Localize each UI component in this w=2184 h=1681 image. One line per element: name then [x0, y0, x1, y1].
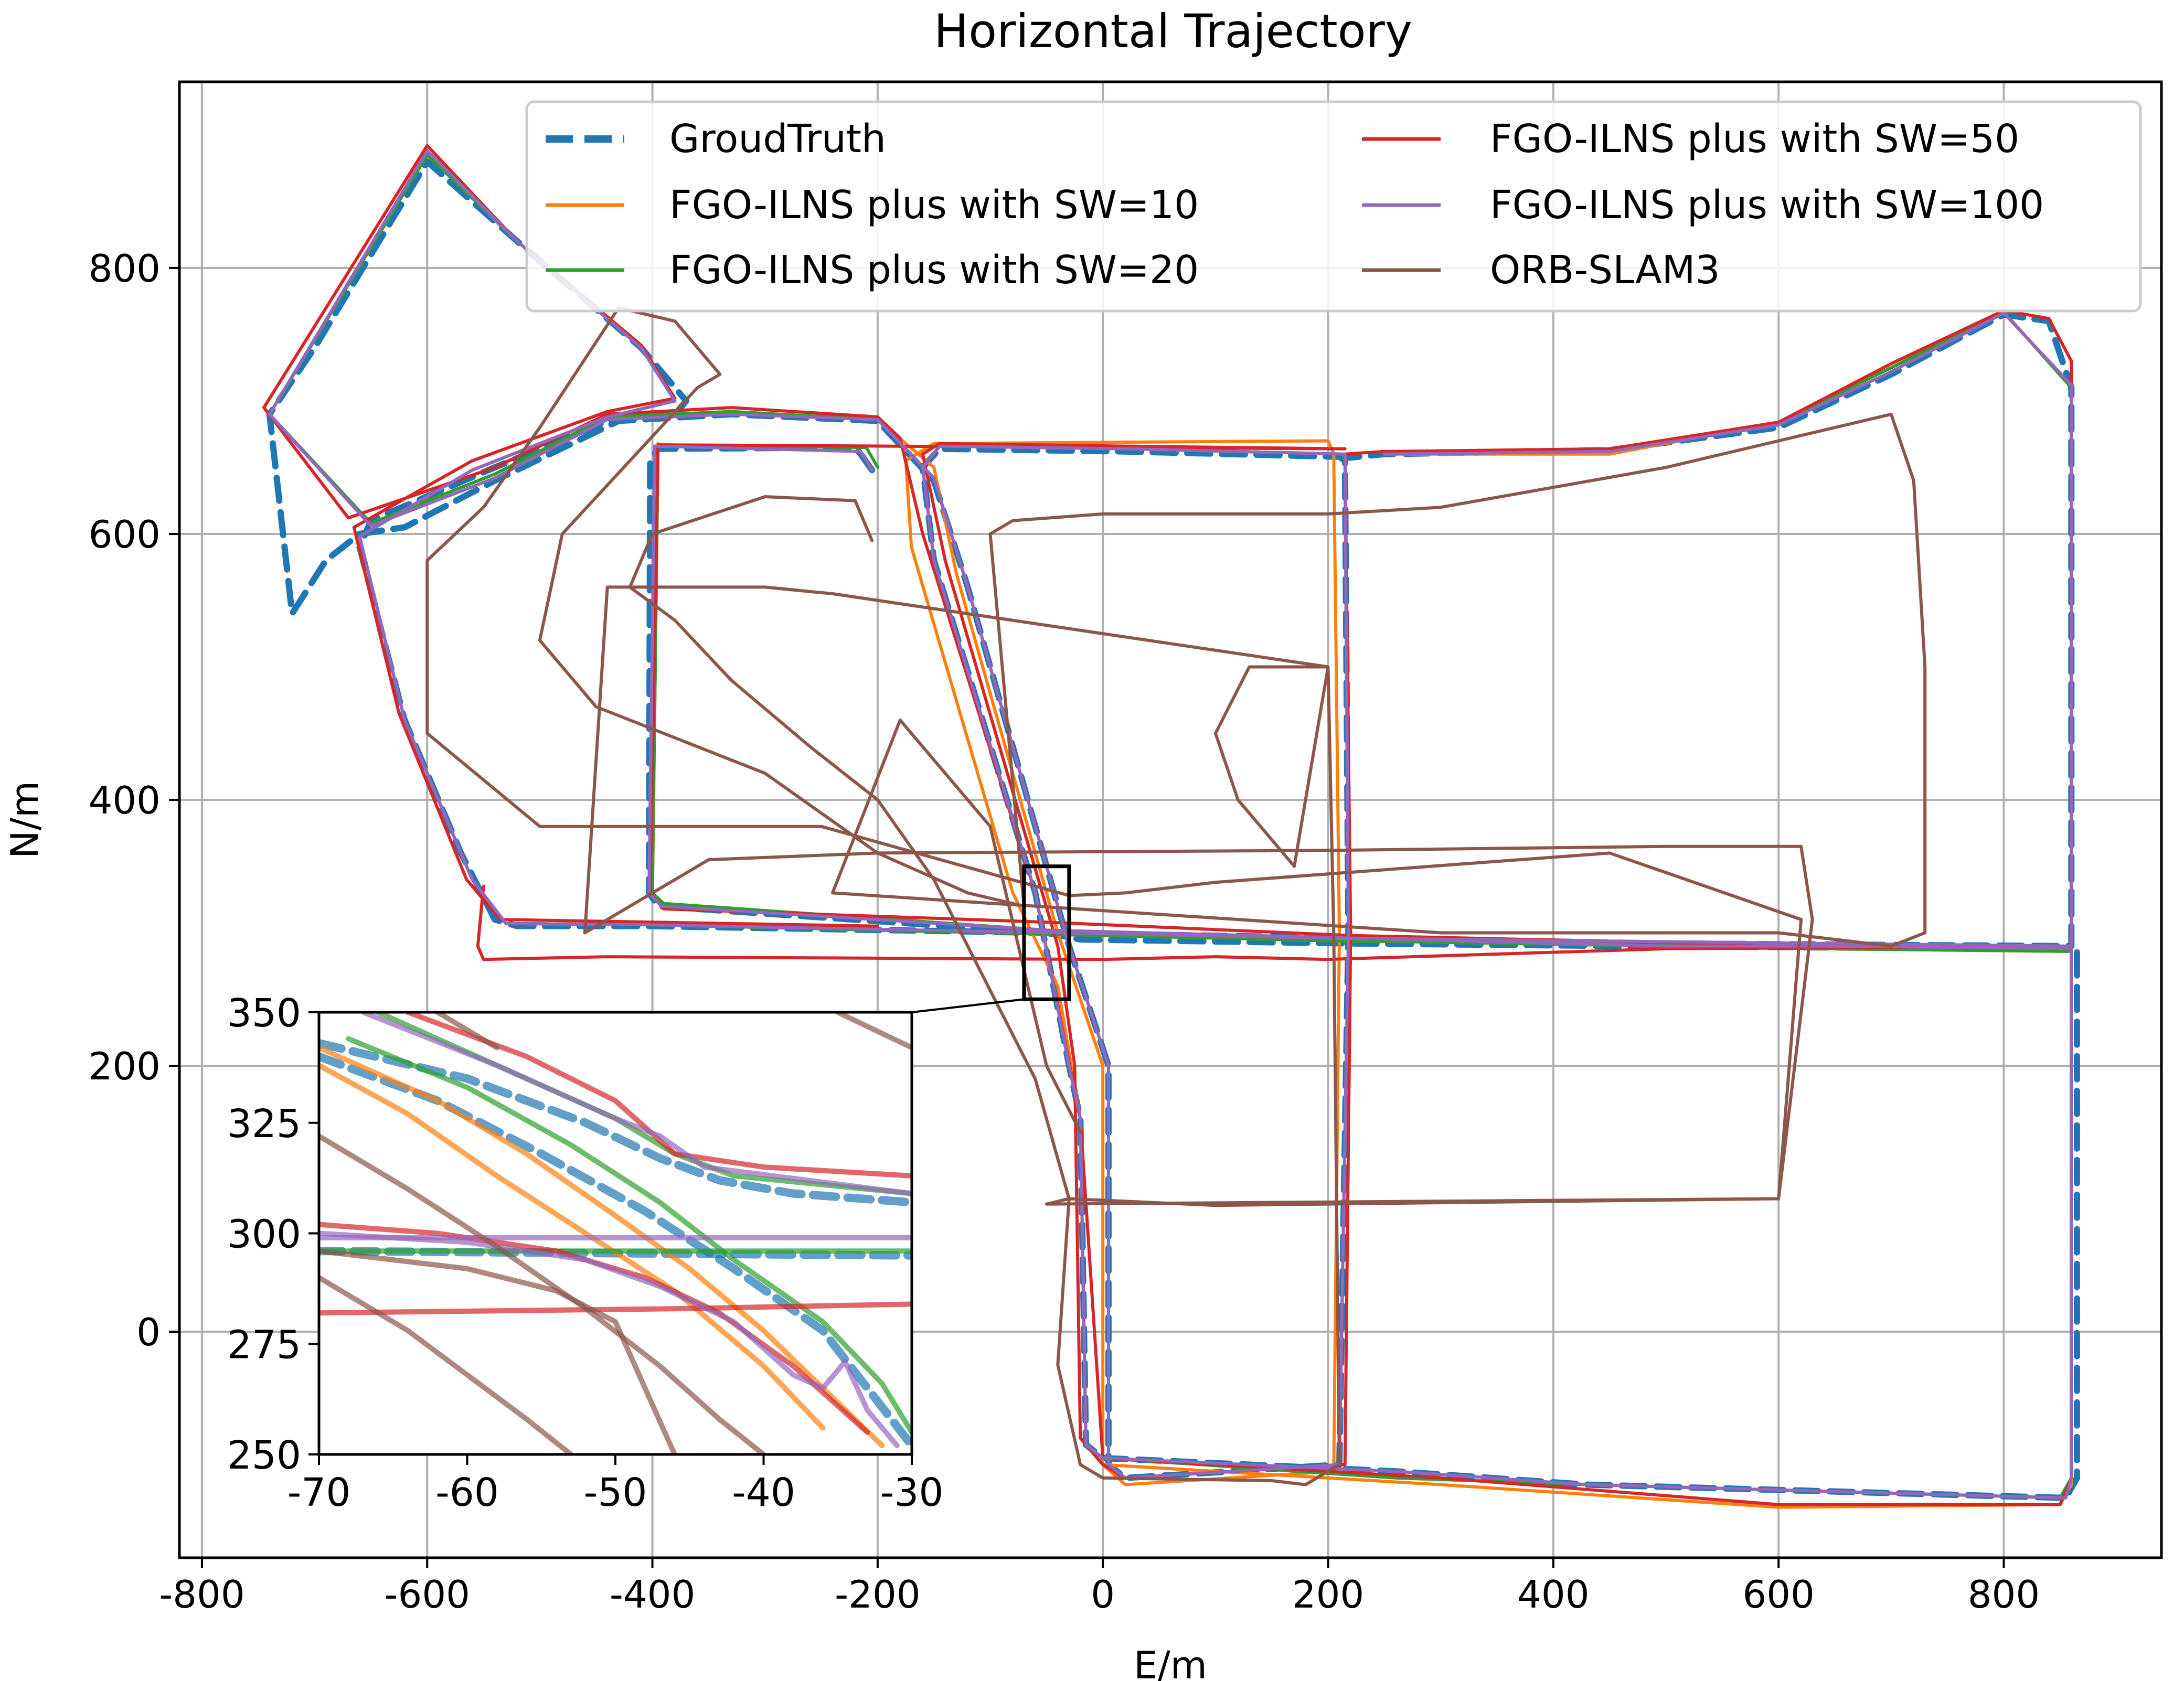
main-ticks: -800 -600 -400 -200 0 200 400 600 800 0 200 400 600 8… [89, 247, 2040, 1616]
inset-trajectory-fgo-ilns-plus-with-sw-100 [319, 1230, 900, 1449]
legend: GroudTruth FGO-ILNS plus with SW=10 FGO-… [525, 100, 2142, 313]
y-axis-label: N/m [3, 781, 47, 859]
legend-label-orbslam3: ORB-SLAM3 [1490, 248, 1720, 293]
y-tick-label: 200 [89, 1044, 161, 1088]
y-tick-label: 400 [89, 778, 161, 822]
inset-trajectory-orb-slam3 [835, 1012, 912, 1051]
x-tick-label: 0 [1091, 1572, 1115, 1616]
zoom-indicator [911, 864, 1071, 1013]
main-series-layer [262, 144, 2080, 1509]
x-tick-label: 400 [1517, 1572, 1589, 1616]
inset-y-tick-label: 275 [227, 1322, 301, 1367]
inset-x-tick-label: -30 [880, 1470, 944, 1515]
chart-title: Horizontal Trajectory [934, 4, 1412, 58]
legend-label-groundtruth: GroudTruth [669, 116, 886, 162]
y-tick-label: 0 [136, 1310, 161, 1354]
y-tick-label: 800 [89, 247, 161, 291]
inset-trajectory-fgo-ilns-plus-with-sw-10 [319, 1063, 826, 1431]
x-tick-label: 600 [1742, 1572, 1814, 1616]
legend-box [525, 100, 2142, 313]
inset-trajectory-fgo-ilns-plus-with-sw-50 [405, 1012, 912, 1179]
y-tick-label: 600 [89, 512, 161, 556]
inset-x-tick-label: -60 [435, 1470, 499, 1515]
legend-label-sw100: FGO-ILNS plus with SW=100 [1490, 183, 2044, 228]
main-plot-area: -800 -600 -400 -200 0 200 400 600 800 0 200 400 600 8… [89, 80, 2163, 1616]
x-tick-label: 800 [1968, 1572, 2040, 1616]
x-tick-label: -600 [385, 1572, 470, 1616]
inset-trajectory-fgo-ilns-plus-with-sw-50 [319, 1222, 870, 1435]
inset-trajectory-groudtruth [319, 1039, 912, 1207]
x-tick-label: 200 [1292, 1572, 1364, 1616]
legend-label-sw50: FGO-ILNS plus with SW=50 [1490, 116, 2019, 162]
inset-ticks: -70 -60 -50 -40 -30 250 275 300 325 350 [227, 991, 944, 1515]
inset-trajectory-fgo-ilns-plus-with-sw-100 [360, 1012, 912, 1196]
inset-y-tick-label: 325 [227, 1101, 301, 1147]
main-axes-frame [178, 80, 2163, 1559]
inset-trajectory-orb-slam3 [319, 1248, 677, 1454]
x-axis-label: E/m [1134, 1643, 1207, 1681]
x-tick-label: -400 [610, 1572, 695, 1616]
inset-trajectory-fgo-ilns-plus-with-sw-10 [319, 1045, 885, 1449]
inset-y-tick-label: 300 [227, 1212, 301, 1257]
inset-y-tick-label: 350 [227, 991, 301, 1036]
legend-label-sw20: FGO-ILNS plus with SW=20 [669, 248, 1199, 293]
trajectory-fgo-ilns-plus-with-sw-100 [268, 149, 2073, 1500]
inset-x-tick-label: -70 [287, 1470, 351, 1515]
x-tick-label: -200 [835, 1572, 920, 1616]
inset-series-layer [319, 1012, 912, 1454]
x-tick-label: -800 [159, 1572, 244, 1616]
inset-x-tick-label: -40 [732, 1470, 795, 1515]
inset-x-tick-label: -50 [584, 1470, 647, 1515]
inset-trajectory-orb-slam3 [435, 1012, 499, 1051]
zoom-connector-line [911, 998, 1025, 1013]
inset-plot: -70 -60 -50 -40 -30 250 275 300 325 350 [227, 991, 944, 1515]
inset-y-tick-label: 250 [227, 1433, 301, 1478]
zoom-region-box [1022, 864, 1071, 1001]
legend-label-sw10: FGO-ILNS plus with SW=10 [669, 183, 1199, 228]
inset-trajectory-fgo-ilns-plus-with-sw-20 [346, 1036, 912, 1435]
inset-trajectory-fgo-ilns-plus-with-sw-50 [319, 1301, 912, 1316]
trajectory-orb-slam3 [425, 306, 1927, 1486]
inset-trajectory-orb-slam3 [319, 1275, 574, 1454]
